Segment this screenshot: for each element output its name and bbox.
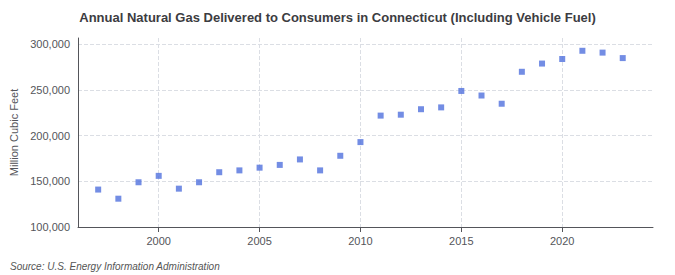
svg-text:300,000: 300,000 — [30, 38, 70, 50]
svg-text:200,000: 200,000 — [30, 130, 70, 142]
svg-text:Million Cubic Feet: Million Cubic Feet — [8, 89, 20, 176]
svg-text:250,000: 250,000 — [30, 84, 70, 96]
svg-text:2015: 2015 — [449, 235, 473, 247]
svg-text:2010: 2010 — [348, 235, 372, 247]
svg-text:100,000: 100,000 — [30, 221, 70, 233]
svg-text:Annual Natural Gas Delivered t: Annual Natural Gas Delivered to Consumer… — [79, 10, 595, 25]
svg-text:Source: U.S. Energy Informatio: Source: U.S. Energy Information Administ… — [10, 261, 220, 272]
svg-text:2005: 2005 — [247, 235, 271, 247]
svg-text:2020: 2020 — [550, 235, 574, 247]
svg-text:150,000: 150,000 — [30, 175, 70, 187]
svg-text:2000: 2000 — [146, 235, 170, 247]
